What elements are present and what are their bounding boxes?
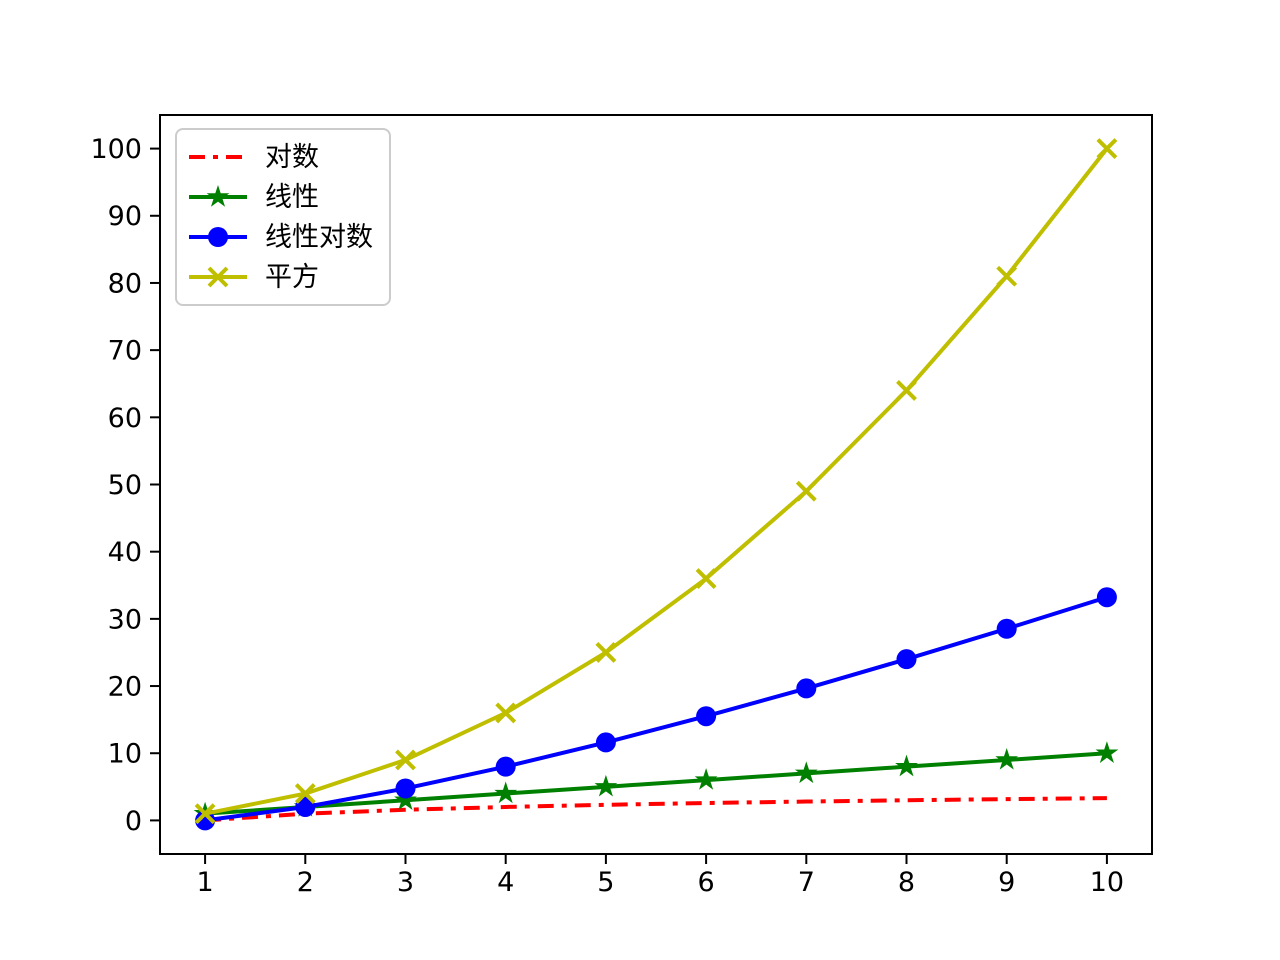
x-tick-label: 9 [998, 867, 1015, 898]
y-tick-label: 50 [108, 470, 142, 501]
legend-line-sample-icon [189, 155, 247, 159]
legend: 对数线性线性对数平方 [175, 128, 391, 306]
x-tick-label: 2 [297, 867, 314, 898]
data-point-x-icon [207, 266, 229, 288]
series-line-3 [204, 147, 1109, 816]
x-tick-label: 6 [698, 867, 715, 898]
data-point-x-icon [395, 749, 416, 771]
data-point-x-icon [795, 480, 817, 502]
y-axis: 0 10 20 30 40 50 60 70 80 90 100 [90, 134, 160, 837]
data-point-x-icon [1096, 138, 1118, 160]
data-point-circle-icon [208, 227, 228, 247]
y-tick-label: 70 [108, 336, 142, 367]
data-point-x-icon [294, 783, 316, 804]
series-线性对数 [195, 587, 1117, 831]
series-对数 [204, 796, 1107, 823]
y-tick-label: 0 [125, 806, 142, 837]
data-point-x-icon [896, 380, 917, 401]
legend-label: 平方 [265, 261, 319, 293]
legend-item-1: 线性 [187, 180, 373, 214]
y-tick-label: 10 [108, 739, 142, 770]
series-平方 [194, 138, 1118, 825]
series-line-0 [204, 796, 1107, 823]
data-point-x-icon [996, 265, 1018, 287]
data-point-star-icon [995, 747, 1019, 770]
data-point-circle-icon [1096, 587, 1117, 608]
y-tick-label: 20 [108, 671, 142, 702]
y-tick-label: 60 [108, 403, 142, 434]
data-point-x-icon [194, 803, 216, 825]
legend-item-0: 对数 [187, 140, 373, 174]
y-tick-label: 40 [108, 537, 142, 568]
data-point-circle-icon [495, 756, 516, 777]
data-point-circle-icon [395, 778, 416, 799]
data-point-star-icon [794, 761, 818, 784]
data-point-star-icon [594, 774, 618, 797]
data-point-circle-icon [195, 810, 216, 831]
x-tick-label: 1 [196, 867, 213, 898]
data-point-star-icon [1095, 741, 1119, 763]
x-tick-label: 4 [497, 867, 514, 898]
legend-item-2: 线性对数 [187, 220, 373, 254]
data-point-star-icon [694, 768, 718, 790]
x-tick-label: 3 [397, 867, 414, 898]
data-point-circle-icon [896, 649, 917, 670]
legend-label: 线性对数 [265, 221, 373, 253]
series-线性 [193, 741, 1119, 824]
data-point-circle-icon [996, 618, 1017, 639]
x-tick-label: 10 [1090, 867, 1124, 898]
legend-line-sample-icon [189, 185, 247, 207]
data-point-x-icon [695, 568, 717, 589]
series-line-2 [204, 595, 1108, 823]
data-point-x-icon [595, 642, 617, 663]
data-point-star-icon [494, 781, 518, 804]
y-tick-label: 80 [108, 268, 142, 299]
y-tick-label: 30 [108, 604, 142, 635]
legend-label: 对数 [265, 141, 319, 173]
data-point-star-icon [206, 185, 230, 207]
y-tick-label: 100 [90, 134, 142, 165]
x-tick-label: 5 [597, 867, 614, 898]
legend-line-sample-icon [189, 266, 247, 288]
data-point-circle-icon [595, 732, 616, 753]
data-point-star-icon [394, 788, 417, 810]
data-point-star-icon [895, 754, 918, 777]
x-tick-label: 7 [798, 867, 815, 898]
y-tick-label: 90 [108, 201, 142, 232]
legend-label: 线性 [265, 181, 319, 213]
x-axis: 1 2 3 4 5 6 7 8 9 10 [196, 854, 1124, 898]
data-point-circle-icon [295, 796, 316, 817]
data-point-circle-icon [796, 678, 817, 699]
legend-item-3: 平方 [187, 260, 373, 294]
legend-line-sample-icon [189, 227, 247, 247]
series-line-1 [204, 751, 1108, 816]
data-point-x-icon [495, 702, 517, 724]
x-tick-label: 8 [898, 867, 915, 898]
data-point-circle-icon [696, 706, 717, 727]
